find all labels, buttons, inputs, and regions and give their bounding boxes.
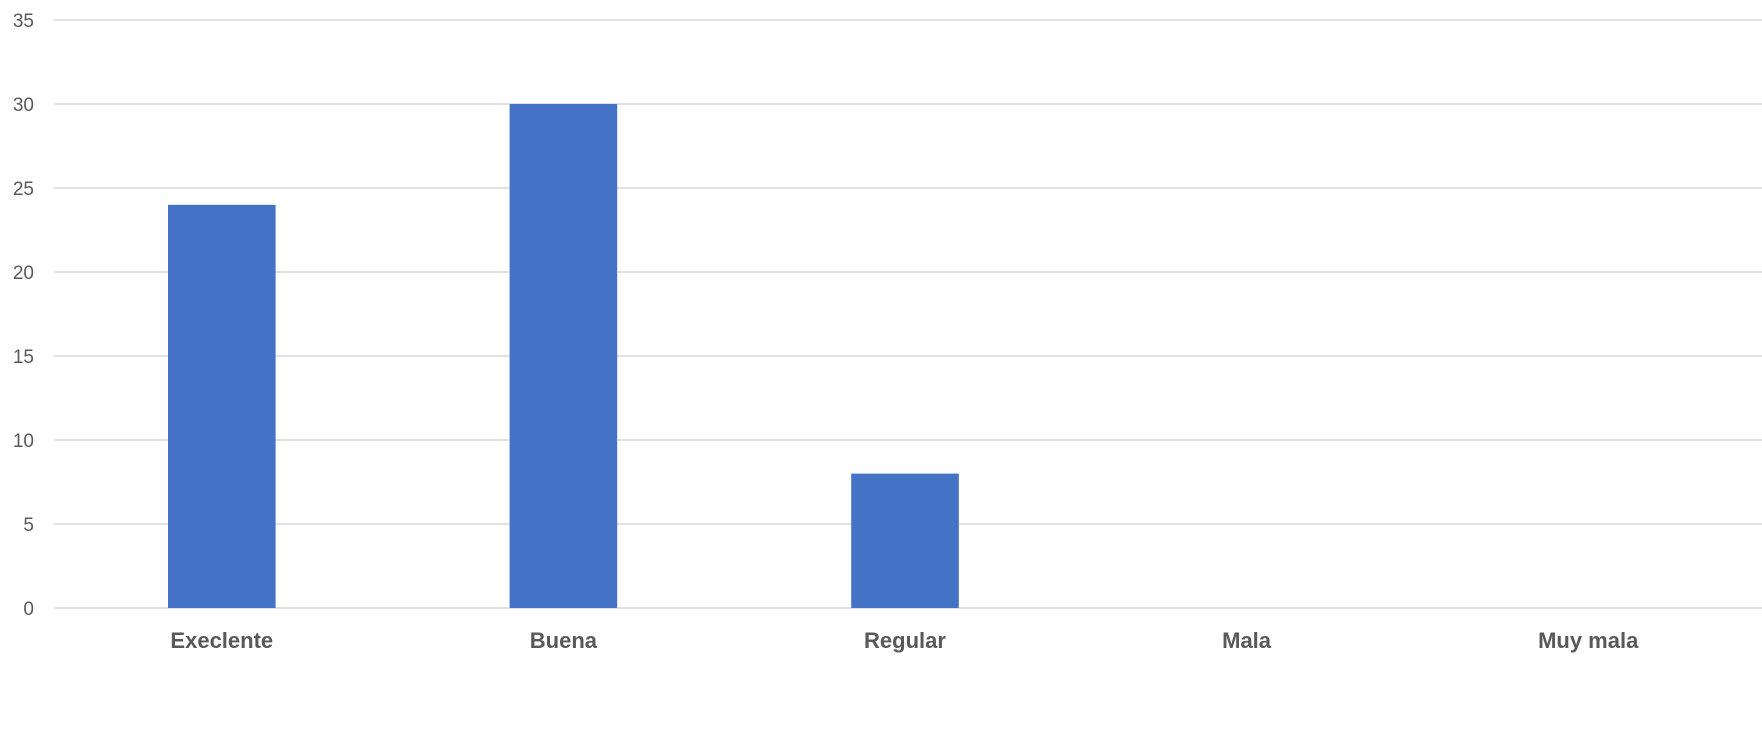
y-tick-label: 5 [23,515,34,536]
x-tick-label: Muy mala [1538,628,1639,653]
bar-execlente [167,204,276,609]
bar-regular [851,473,959,608]
y-tick-label: 30 [13,95,34,116]
y-tick-label: 25 [13,179,34,200]
x-tick-label: Mala [1222,628,1272,653]
y-tick-label: 15 [13,347,34,368]
gridlines [54,19,1762,609]
x-tick-label: Regular [864,628,946,653]
x-axis-tick-labels: Execlente Buena Regular Mala Muy mala [170,628,1639,653]
y-tick-label: 0 [23,599,34,620]
y-axis-tick-labels: 0 5 10 15 20 25 30 35 [13,11,34,620]
y-tick-label: 10 [13,431,34,452]
bars [167,104,959,609]
y-tick-label: 35 [13,11,34,32]
x-tick-label: Execlente [170,628,273,653]
x-tick-label: Buena [530,628,598,653]
bar-buena [509,104,618,608]
y-tick-label: 20 [13,263,34,284]
